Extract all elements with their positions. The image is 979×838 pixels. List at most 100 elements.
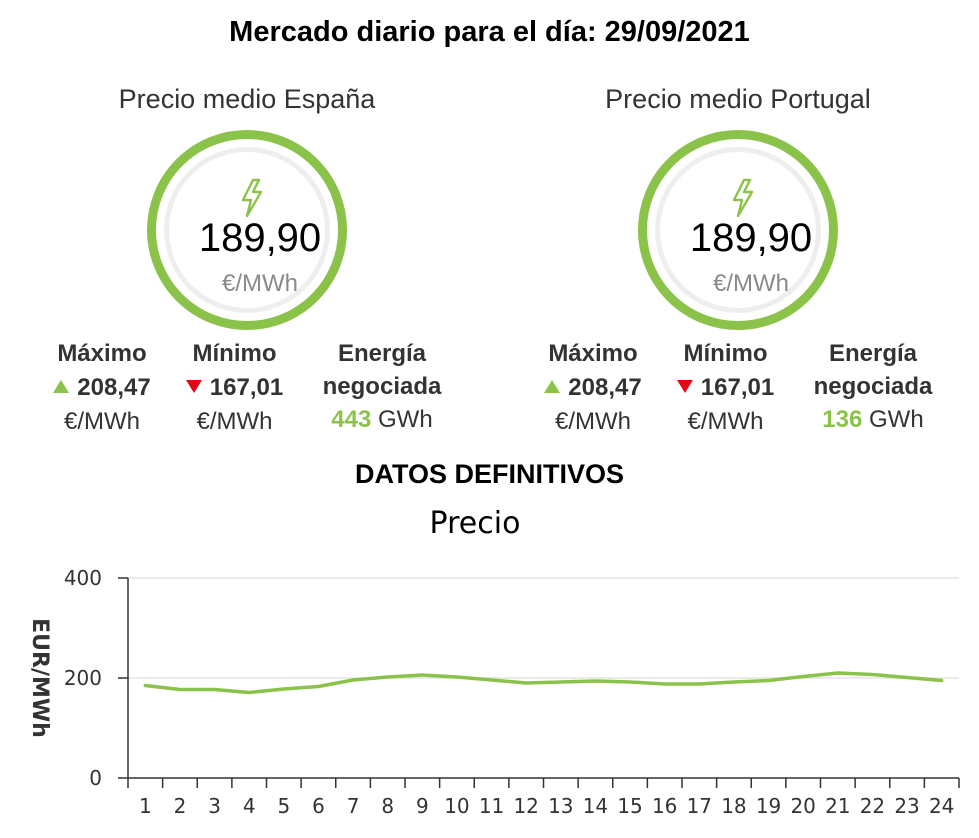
portugal-energy-label: Energía — [828, 340, 918, 367]
y-axis-label: EUR/MWh — [27, 618, 52, 738]
price-data-point — [836, 671, 840, 675]
price-data-point — [420, 673, 424, 677]
price-data-point — [213, 688, 217, 691]
x-tick-label: 20 — [790, 794, 815, 818]
lightning-bolt-icon — [241, 178, 263, 218]
x-tick-label: 16 — [652, 794, 677, 818]
x-tick-label: 23 — [894, 794, 919, 818]
portugal-price-panel: Precio medio Portugal 189,90 €/MWh Máxim… — [528, 84, 948, 444]
spain-energy-unit: GWh — [378, 406, 433, 433]
portugal-max-value: 208,47 — [568, 374, 642, 401]
x-tick-label: 11 — [479, 794, 504, 818]
price-data-point — [524, 681, 528, 685]
price-data-point — [663, 682, 667, 686]
price-data-point — [143, 684, 147, 687]
price-data-point — [767, 679, 771, 682]
portugal-max-unit: €/MWh — [554, 408, 631, 435]
portugal-min-stat: Mínimo 167,01 €/MWh — [663, 338, 788, 438]
x-tick-label: 4 — [243, 794, 256, 818]
price-data-point — [940, 679, 944, 682]
spain-min-value: 167,01 — [209, 374, 284, 401]
x-tick-label: 1 — [139, 794, 152, 818]
price-data-point — [386, 675, 390, 679]
portugal-energy-label-2: negociada — [813, 373, 933, 400]
x-tick-label: 2 — [174, 794, 187, 818]
portugal-energy-stat: Energía negociada 136 GWh — [798, 338, 948, 436]
x-tick-label: 14 — [583, 794, 608, 818]
spain-average-price-unit: €/MWh — [221, 270, 298, 297]
portugal-min-label: Mínimo — [683, 340, 768, 367]
price-data-point — [628, 680, 632, 684]
portugal-energy-value: 136 — [822, 406, 863, 433]
spain-gauge-inner-ring: 189,90 €/MWh — [164, 147, 330, 313]
spain-min-unit: €/MWh — [196, 408, 273, 435]
triangle-down-icon — [676, 380, 693, 393]
spain-max-stat: Máximo 208,47 €/MWh — [37, 338, 167, 438]
lightning-bolt-icon — [732, 178, 754, 218]
y-tick-label: 400 — [64, 566, 102, 590]
portugal-average-price: 189,90 — [689, 216, 813, 260]
portugal-title: Precio medio Portugal — [605, 84, 871, 114]
x-tick-label: 7 — [347, 794, 360, 818]
spain-max-unit: €/MWh — [63, 408, 140, 435]
price-data-point — [870, 673, 874, 676]
x-tick-label: 22 — [860, 794, 885, 818]
x-tick-label: 17 — [687, 794, 712, 818]
spain-energy-label-2: negociada — [322, 373, 442, 400]
y-tick-label: 200 — [64, 666, 102, 690]
spain-max-value: 208,47 — [77, 374, 151, 401]
triangle-up-icon — [544, 380, 561, 393]
spain-energy-value: 443 — [331, 406, 372, 433]
x-tick-label: 5 — [277, 794, 290, 818]
portugal-energy-unit: GWh — [869, 406, 924, 433]
price-data-point — [490, 678, 494, 682]
spain-energy-stat: Energía negociada 443 GWh — [307, 338, 457, 436]
x-tick-label: 6 — [312, 794, 325, 818]
price-data-point — [316, 685, 320, 688]
spain-max-label: Máximo — [57, 340, 147, 367]
portugal-average-price-unit: €/MWh — [712, 270, 789, 297]
x-tick-label: 12 — [513, 794, 538, 818]
x-tick-label: 21 — [825, 794, 850, 818]
price-data-point — [801, 675, 805, 678]
spain-title: Precio medio España — [118, 84, 376, 114]
x-tick-label: 10 — [444, 794, 469, 818]
chart-title: Precio — [429, 506, 521, 541]
price-data-point — [593, 679, 597, 683]
portugal-max-stat: Máximo 208,47 €/MWh — [528, 338, 658, 438]
portugal-price-gauge: 189,90 €/MWh — [638, 130, 838, 330]
price-data-point — [559, 680, 563, 684]
page-title: Mercado diario para el día: 29/09/2021 — [229, 16, 750, 48]
spain-price-gauge: 189,90 €/MWh — [147, 130, 347, 330]
portugal-min-value: 167,01 — [700, 374, 775, 401]
section-title: DATOS DEFINITIVOS — [354, 459, 625, 489]
spain-min-stat: Mínimo 167,01 €/MWh — [172, 338, 297, 438]
portugal-gauge-inner-ring: 189,90 €/MWh — [655, 147, 821, 313]
triangle-up-icon — [53, 380, 70, 393]
price-data-point — [697, 682, 701, 686]
price-series-line — [143, 671, 944, 695]
x-tick-label: 15 — [617, 794, 642, 818]
portugal-max-label: Máximo — [548, 340, 638, 367]
price-data-point — [351, 678, 355, 682]
x-tick-label: 19 — [756, 794, 781, 818]
portugal-min-unit: €/MWh — [687, 408, 764, 435]
x-tick-label: 9 — [416, 794, 429, 818]
x-tick-label: 18 — [721, 794, 746, 818]
x-tick-label: 8 — [381, 794, 394, 818]
price-data-point — [247, 691, 251, 694]
spain-price-panel: Precio medio España 189,90 €/MWh Máximo … — [37, 84, 457, 444]
triangle-down-icon — [185, 380, 202, 393]
y-tick-label: 0 — [89, 766, 102, 790]
price-data-point — [282, 687, 286, 691]
spain-average-price: 189,90 — [198, 216, 322, 260]
price-data-point — [732, 680, 736, 684]
price-data-point — [455, 675, 459, 679]
price-data-point — [905, 676, 909, 679]
x-tick-label: 24 — [929, 794, 954, 818]
spain-energy-label: Energía — [337, 340, 427, 367]
x-tick-label: 3 — [208, 794, 221, 818]
price-data-point — [178, 688, 182, 691]
x-tick-label: 13 — [548, 794, 573, 818]
